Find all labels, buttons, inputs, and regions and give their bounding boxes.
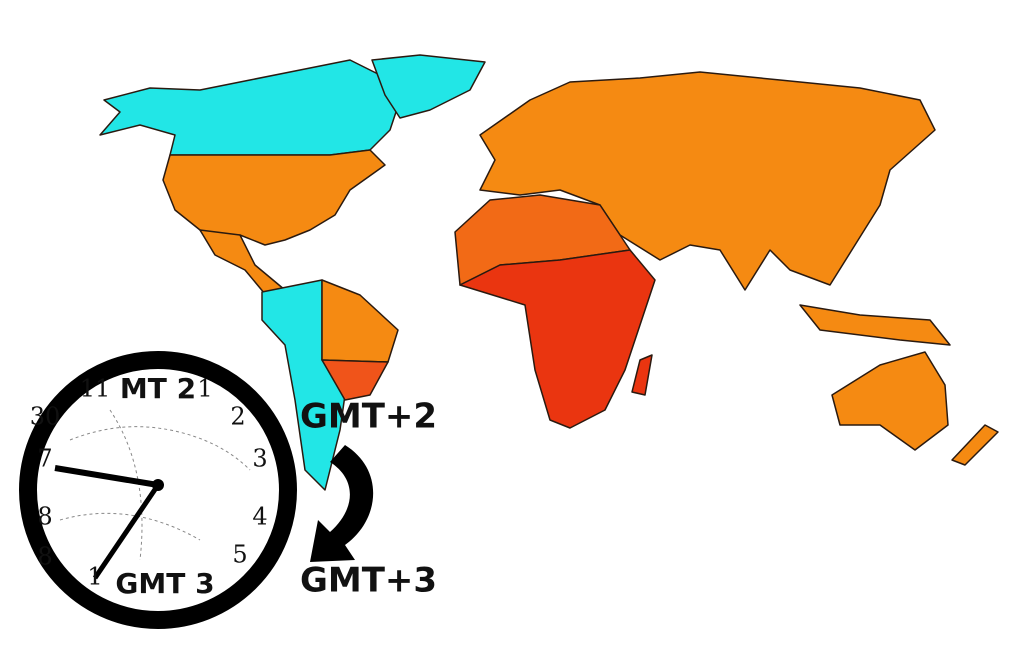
clock-map-sketch	[59, 409, 251, 561]
clock-numeral: 8	[37, 503, 52, 531]
clock-numeral: 1	[87, 563, 102, 591]
greenland	[371, 54, 486, 119]
clock: MT 2 GMT 3 11 130 27 38 48 51	[19, 351, 297, 629]
south-america-east	[321, 279, 399, 363]
clock-numeral: 2	[230, 403, 245, 431]
indonesia	[799, 304, 951, 346]
clock-numeral: 8	[37, 543, 52, 571]
clock-numeral: 11	[80, 375, 111, 403]
label-lower: GMT+3	[300, 561, 437, 601]
canada	[99, 59, 401, 156]
world-map	[99, 54, 999, 491]
label-upper: GMT+2	[300, 397, 437, 437]
clock-numeral: 7	[37, 445, 52, 473]
clock-top-label: MT 2	[120, 372, 196, 405]
clock-numeral: 4	[252, 503, 267, 531]
minute-hand	[92, 483, 161, 580]
transition-arrow	[310, 445, 374, 562]
madagascar	[631, 354, 653, 396]
australia	[831, 351, 949, 451]
clock-numeral: 30	[30, 403, 61, 431]
clock-numeral: 3	[252, 445, 267, 473]
clock-numeral: 5	[232, 541, 247, 569]
new-zealand	[951, 424, 999, 466]
south-america-south	[321, 359, 389, 401]
hour-hand	[54, 465, 159, 488]
clock-numerals: 11 130 27 38 48 51	[30, 375, 268, 591]
clock-numeral: 1	[197, 375, 212, 403]
clock-bottom-label: GMT 3	[115, 567, 214, 600]
eurasia	[479, 71, 936, 291]
usa	[162, 149, 386, 251]
clock-pin	[152, 479, 164, 491]
africa	[459, 249, 656, 429]
